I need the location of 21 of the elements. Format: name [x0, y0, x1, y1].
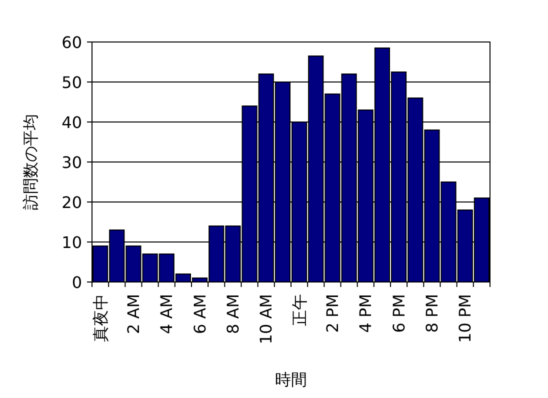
x-tick-label: 6 PM [389, 294, 408, 333]
x-tick-label: 2 AM [124, 294, 143, 334]
y-tick-label: 60 [62, 33, 82, 52]
y-tick-label: 30 [62, 153, 82, 172]
x-tick-label: 4 AM [157, 294, 176, 334]
y-tick-label: 10 [62, 233, 82, 252]
x-tick-label: 正午 [290, 294, 309, 326]
y-axis-title: 訪問数の平均 [21, 114, 40, 210]
x-tick-label: 真夜中 [90, 294, 110, 342]
x-tick-label: 10 AM [256, 294, 276, 344]
x-tick-label: 8 AM [223, 294, 242, 334]
x-tick-label: 4 PM [356, 294, 376, 333]
y-tick-label: 0 [72, 273, 82, 292]
x-tick-label: 2 PM [322, 294, 342, 333]
y-tick-label: 40 [62, 113, 82, 132]
x-tick-label: 8 PM [422, 294, 442, 333]
y-tick-label: 50 [62, 73, 82, 92]
x-tick-label: 6 AM [190, 294, 210, 334]
y-tick-label: 20 [62, 193, 82, 212]
x-tick-label: 10 PM [456, 294, 475, 343]
x-axis-title: 時間 [275, 370, 307, 389]
